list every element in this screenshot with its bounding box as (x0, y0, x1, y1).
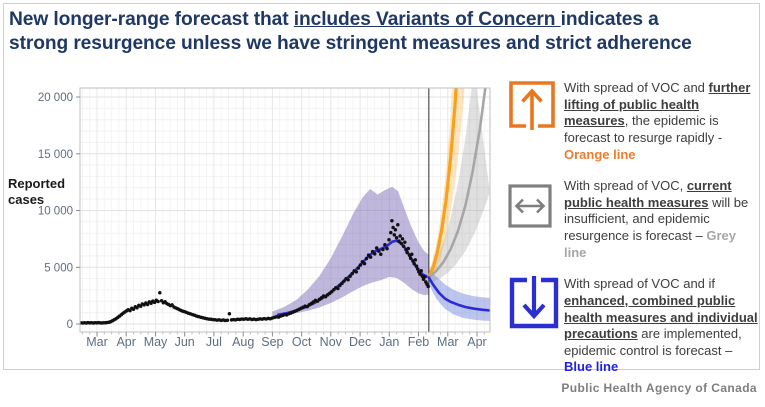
band-grey-forecast-uncertainty (428, 88, 490, 284)
legend-item-orange-scenario: With spread of VOC and further lifting o… (508, 80, 762, 163)
svg-text:20 000: 20 000 (38, 92, 73, 104)
svg-text:Oct: Oct (292, 335, 312, 349)
legend-item-grey-scenario: With spread of VOC, current public healt… (508, 178, 762, 261)
svg-text:5 000: 5 000 (44, 262, 73, 274)
text-segment: current public health measures (564, 178, 732, 210)
y-axis-title-line1: Reported (8, 176, 66, 191)
arrow-down-icon (508, 276, 564, 330)
svg-text:Aug: Aug (232, 335, 254, 349)
svg-text:0: 0 (67, 319, 73, 331)
text-segment: indicates a (560, 9, 659, 30)
source-attribution: Public Health Agency of Canada (561, 381, 757, 395)
legend-text: With spread of VOC, current public healt… (564, 178, 760, 261)
series-line-4 (427, 276, 490, 312)
band-historical-model-uncertainty (272, 186, 429, 317)
svg-text:Nov: Nov (320, 335, 343, 349)
text-segment: Blue line (564, 359, 619, 375)
series-line-3 (427, 88, 487, 279)
text-segment: , the epidemic is forecast to resurge ra… (564, 113, 723, 145)
axis-ticks (76, 96, 485, 337)
text-segment: are implemented, epidemic control is for… (564, 326, 742, 358)
chart-gridlines (80, 88, 490, 332)
arrow-left-right-icon (508, 178, 564, 228)
svg-text:15 000: 15 000 (38, 149, 73, 161)
text-segment: will be insufficient, and epidemic resur… (564, 194, 749, 243)
forecast-chart: 0 5 000 10 000 15 000 20 000 Mar Apr May Jun Jul A… (0, 78, 505, 370)
svg-text:Jan: Jan (379, 335, 399, 349)
text-segment: strong resurgence unless we have stringe… (9, 33, 692, 55)
svg-text:Jun: Jun (175, 335, 195, 349)
svg-text:Jul: Jul (206, 335, 222, 349)
text-segment: Orange line (564, 146, 636, 162)
svg-text:Dec: Dec (349, 335, 371, 349)
text-segment: further lifting of public health measure… (564, 80, 751, 129)
axis-tick-labels: 0 5 000 10 000 15 000 20 000 Mar Apr May Jun Jul A… (38, 92, 487, 349)
y-axis-title: Reported cases (8, 176, 65, 209)
reported-cases-dots (80, 218, 430, 325)
text-segment: With spread of VOC and (564, 80, 709, 95)
svg-text:Apr: Apr (116, 335, 135, 349)
series-line-2 (427, 88, 458, 280)
svg-text:Mar: Mar (86, 335, 108, 349)
svg-text:10 000: 10 000 (38, 206, 73, 218)
page-title: New longer-range forecast that includes … (9, 8, 757, 57)
legend-item-blue-scenario: With spread of VOC and if enhanced, comb… (508, 276, 762, 376)
svg-text:Mar: Mar (437, 335, 459, 349)
svg-text:Apr: Apr (467, 335, 486, 349)
text-segment: With spread of VOC, (564, 178, 687, 194)
arrow-up-icon (508, 80, 564, 130)
svg-text:Feb: Feb (408, 335, 430, 349)
text-segment: enhanced, combined public health measure… (564, 292, 758, 342)
text-segment: With spread of VOC and if (564, 276, 716, 292)
text-segment: Grey line (564, 228, 736, 260)
legend-text: With spread of VOC and further lifting o… (564, 80, 760, 163)
legend-text: With spread of VOC and if enhanced, comb… (564, 276, 760, 376)
text-segment: includes Variants of Concern (293, 9, 561, 30)
svg-text:May: May (144, 335, 168, 349)
y-axis-title-line2: cases (8, 192, 45, 208)
svg-text:Sep: Sep (261, 335, 283, 349)
chart-svg: 0 5 000 10 000 15 000 20 000 Mar Apr May Jun Jul A… (38, 87, 491, 349)
text-segment: New longer-range forecast that (9, 9, 294, 30)
scenario-legend: With spread of VOC and further lifting o… (508, 80, 762, 391)
